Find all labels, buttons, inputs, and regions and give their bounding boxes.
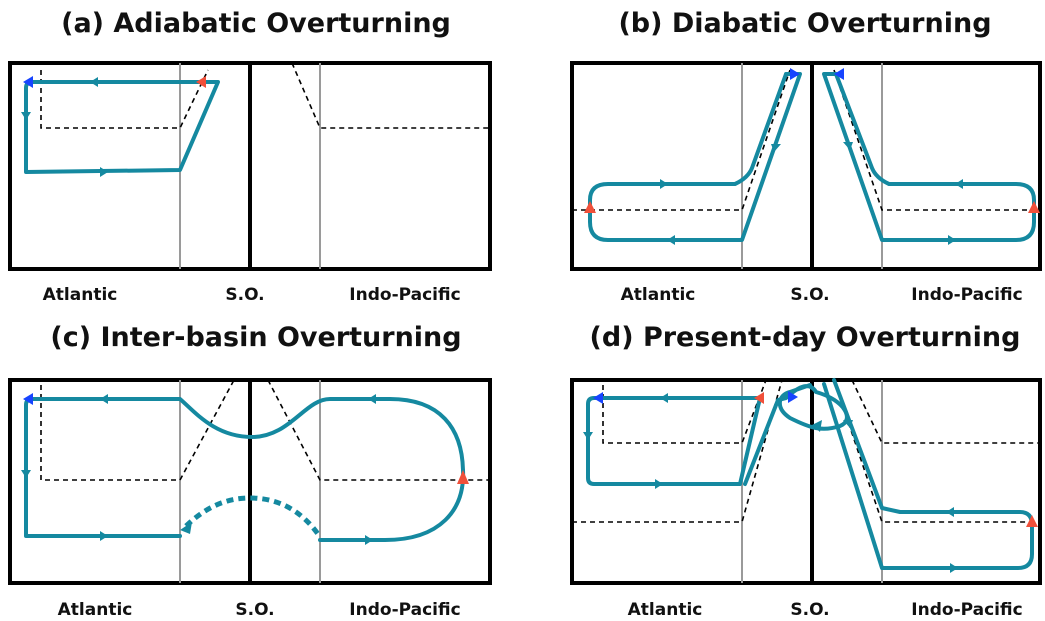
panel-b-arrow-atl-limb <box>771 144 781 152</box>
panel-c-label-indopacific: Indo-Pacific <box>349 600 461 620</box>
panel-b-sinking-arrow-atl <box>790 68 800 80</box>
panel-d-frame <box>570 378 1042 585</box>
panel-b-upwelling-arrow-pac <box>1028 201 1040 213</box>
panel-d-pacific-isopycnal-upper <box>851 379 1040 444</box>
panel-c-arrow-pac-upper <box>368 394 376 404</box>
panel-b-atlantic-cell <box>588 72 802 242</box>
panel-a-label-so: S.O. <box>225 285 265 305</box>
panel-d-pacific-cell <box>822 378 1034 570</box>
panel-d-arrow-pac-upper <box>946 507 954 517</box>
panel-b-arrow-atl-lower <box>667 235 675 245</box>
panel-b-atlantic-isopycnal <box>572 69 791 211</box>
panel-d-upwelling-arrow-pac <box>1026 515 1038 527</box>
panel-b-arrow-pac-limb <box>843 142 853 150</box>
panel-d-arrow-pac-lower <box>950 563 958 573</box>
panel-d-atlantic-isopycnal-lower <box>572 379 783 523</box>
panel-d-arrow-atl-upper <box>660 393 668 403</box>
panel-a-label-indopacific: Indo-Pacific <box>349 285 461 305</box>
panel-c-pacific-isopycnal <box>267 379 490 481</box>
panel-c-upwelling-arrow <box>457 470 469 484</box>
panel-c-atlantic-western-limb <box>24 397 182 538</box>
panel-a-arrow-lower <box>100 167 108 177</box>
panel-c <box>8 378 492 585</box>
panel-b-sinking-arrow-pac <box>834 68 844 80</box>
panel-b-arrow-pac-lower <box>948 235 956 245</box>
panel-d-label-atlantic: Atlantic <box>627 600 703 620</box>
panel-a-atlantic-cell <box>24 80 220 174</box>
panel-d-arrow-atl-left <box>583 432 593 440</box>
panel-b-arrow-pac-upper <box>955 179 963 189</box>
panel-a-upwelling-arrow <box>196 76 206 88</box>
panel-d-label-indopacific: Indo-Pacific <box>911 600 1023 620</box>
panel-d-so-loop <box>743 383 849 486</box>
panel-d-sinking-arrow-so <box>788 391 798 403</box>
panel-d-arrow-pac-limb <box>843 420 853 428</box>
panel-b <box>570 61 1042 271</box>
panel-a <box>8 61 492 271</box>
panel-c-upper-pathway <box>30 397 466 542</box>
panel-a-arrow-upper <box>90 77 98 87</box>
panel-d-title: (d) Present-day Overturning <box>589 322 1021 353</box>
panel-d-label-so: S.O. <box>790 600 830 620</box>
panel-d-arrow-atl-lower <box>655 479 663 489</box>
panel-c-label-atlantic: Atlantic <box>57 600 133 620</box>
panel-b-label-indopacific: Indo-Pacific <box>911 285 1023 305</box>
panel-d-sinking-arrow-atl <box>593 392 603 404</box>
panel-c-title: (c) Inter-basin Overturning <box>50 322 462 353</box>
panel-a-label-atlantic: Atlantic <box>42 285 118 305</box>
panel-b-title: (b) Diabatic Overturning <box>618 8 992 39</box>
panel-d-pacific-isopycnal-lower <box>833 379 1040 523</box>
panel-c-arrow-atl-lower <box>100 531 108 541</box>
panel-b-pacific-isopycnal <box>833 69 1040 211</box>
panel-c-arrow-dashed-end <box>180 522 192 534</box>
panel-a-sinking-arrow <box>23 76 33 88</box>
panel-d-upwelling-arrow-atl <box>754 392 764 404</box>
panel-c-sinking-arrow <box>23 393 33 405</box>
panel-c-label-so: S.O. <box>235 600 275 620</box>
panel-b-arrow-atl-upper <box>660 179 668 189</box>
panel-b-pacific-cell <box>822 72 1036 242</box>
panel-d <box>570 378 1042 585</box>
panel-d-arrow-so-loop <box>812 420 822 432</box>
panel-a-arrow-left <box>21 112 31 120</box>
panel-b-upwelling-arrow-atl <box>584 201 596 213</box>
panel-b-label-atlantic: Atlantic <box>620 285 696 305</box>
panel-d-atlantic-isopycnal-upper <box>602 379 767 444</box>
panel-d-atlantic-upper-cell <box>586 396 762 486</box>
panel-b-label-so: S.O. <box>790 285 830 305</box>
panel-a-pacific-isopycnal <box>291 62 490 129</box>
panel-c-arrow-pac-lower <box>365 535 373 545</box>
panel-b-frame <box>570 61 1042 271</box>
panel-c-arrow-atl-upper <box>100 394 108 404</box>
panel-a-atlantic-isopycnal <box>40 69 209 129</box>
panel-a-title: (a) Adiabatic Overturning <box>61 8 451 39</box>
panel-c-atlantic-isopycnal <box>40 379 235 481</box>
panel-c-arrow-atl-left <box>21 470 31 478</box>
